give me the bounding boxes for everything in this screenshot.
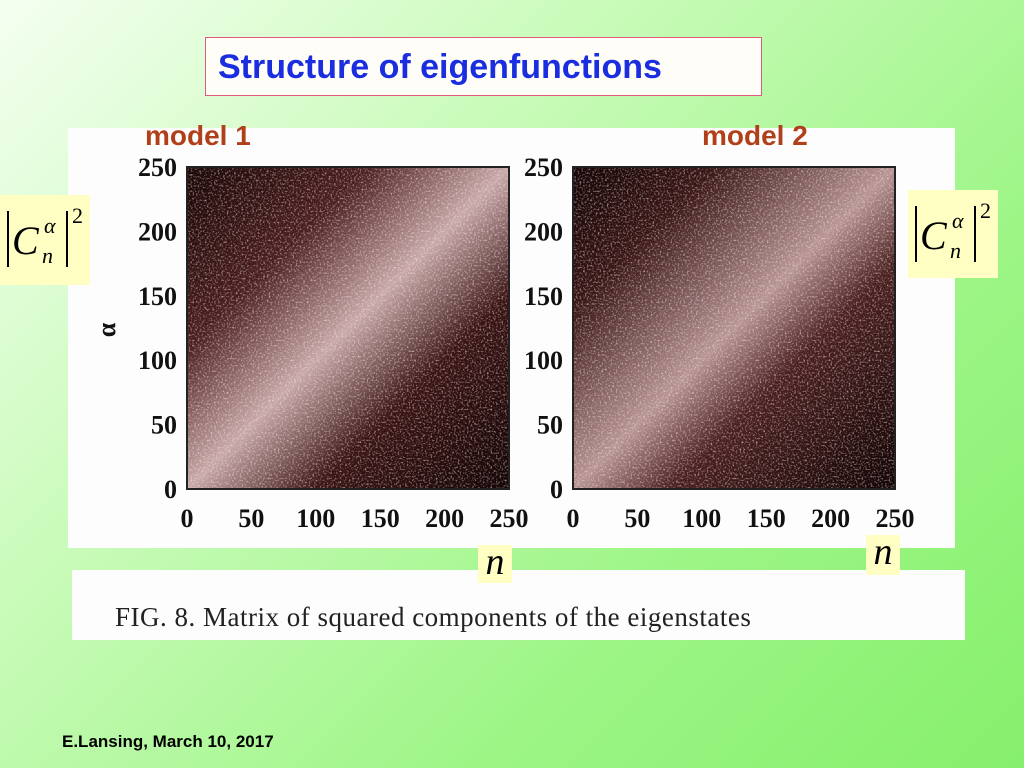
formula-power: 2 [980,198,991,223]
y-tick-label: 250 [138,153,177,182]
y-tick-label: 100 [524,346,563,375]
abs-bar [7,211,9,267]
x-tick-label: 200 [811,504,850,533]
title-box: Structure of eigenfunctions [205,37,762,96]
x-tick-label: 50 [238,504,264,533]
y-tick-label: 50 [151,411,177,440]
formula-superscript: α [952,208,964,233]
abs-bar [974,206,976,262]
x-tick-label: 150 [747,504,786,533]
density-noise [573,167,895,489]
caption: FIG. 8. Matrix of squared components of … [115,602,752,632]
footer: E.Lansing, March 10, 2017 [62,732,274,751]
y-tick-label: 200 [138,217,177,246]
x-tick-label: 150 [361,504,400,533]
plot-frame [572,166,896,490]
formula-symbol: C [920,213,947,258]
y-tick-label: 250 [524,153,563,182]
formula-subscript: n [42,243,53,268]
caption-box: FIG. 8. Matrix of squared components of … [72,570,965,640]
x-tick-label: 100 [296,504,335,533]
model-label: model 1 [145,120,251,151]
y-tick-label: 0 [550,475,563,504]
formula-symbol: C [12,218,39,263]
y-tick-label: 150 [138,282,177,311]
y-tick-label: 0 [164,475,177,504]
x-axis-label: n [866,533,900,575]
y-tick-label: 100 [138,346,177,375]
y-tick-label: 200 [524,217,563,246]
formula-superscript: α [44,213,56,238]
x-tick-label: 200 [425,504,464,533]
x-axis-label: n [478,543,512,583]
title: Structure of eigenfunctions [218,48,662,86]
x-tick-label: 250 [876,504,915,533]
x-tick-label: 0 [567,504,580,533]
formula-power: 2 [72,203,83,228]
x-tick-label: 100 [682,504,721,533]
y-tick-label: 50 [537,411,563,440]
model-label: model 2 [702,120,808,151]
y-axis-label: α [92,322,121,337]
x-tick-label: 0 [181,504,194,533]
x-tick-label: 250 [490,504,529,533]
plot-frame [186,166,510,490]
y-tick-label: 150 [524,282,563,311]
x-tick-label: 50 [624,504,650,533]
abs-bar [66,211,68,267]
formula-subscript: n [950,238,961,263]
abs-bar [915,206,917,262]
plots: 0 50 100 150 200 250 0 50 100 150 200 250 α 0 50 100 150… [92,153,915,533]
density-noise [187,167,509,489]
